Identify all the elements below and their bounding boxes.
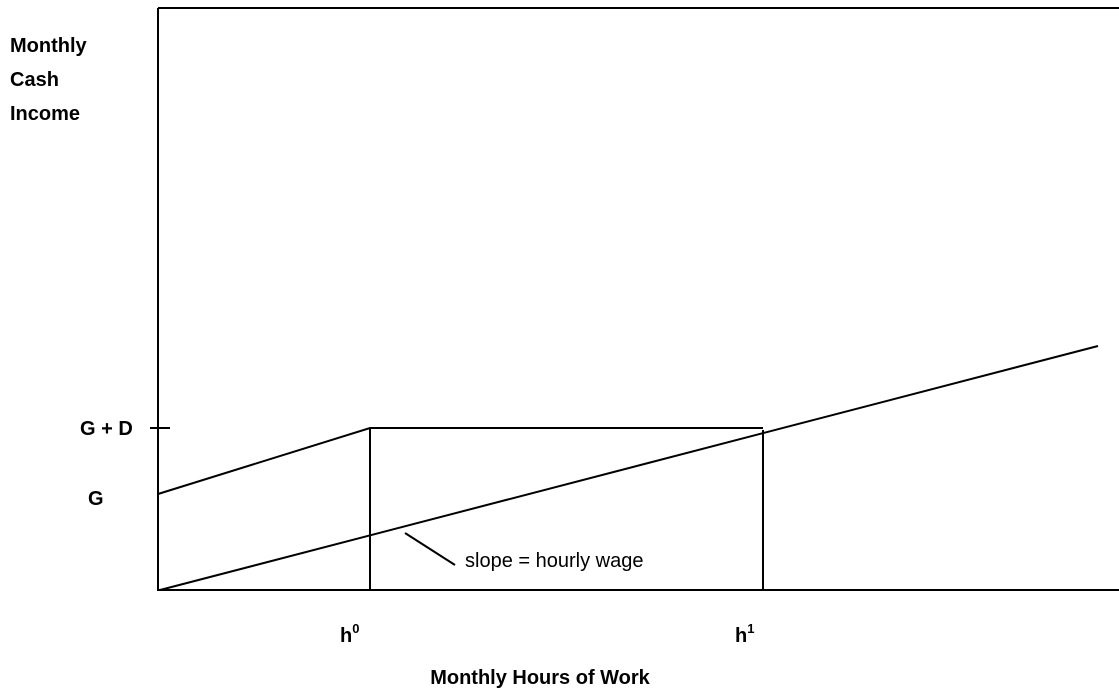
x-label-base: h: [340, 625, 352, 647]
y-axis-label: Income: [10, 103, 80, 125]
y-axis-label: Cash: [10, 69, 59, 91]
x-label-base: h: [735, 625, 747, 647]
y-label: G: [88, 488, 104, 510]
pointer: [404, 532, 456, 566]
y-axis-label: Monthly: [10, 35, 88, 57]
x-label-sup: 1: [747, 621, 754, 636]
x-label-sup: 0: [352, 621, 359, 636]
x-axis-label: Monthly Hours of Work: [430, 667, 650, 689]
annotation: slope = hourly wage: [465, 550, 643, 572]
y-label: G + D: [80, 418, 133, 440]
x-label: h0: [340, 621, 359, 647]
x-label: h1: [735, 621, 754, 647]
budget-line: [157, 427, 763, 495]
wage-line: [159, 345, 1099, 591]
